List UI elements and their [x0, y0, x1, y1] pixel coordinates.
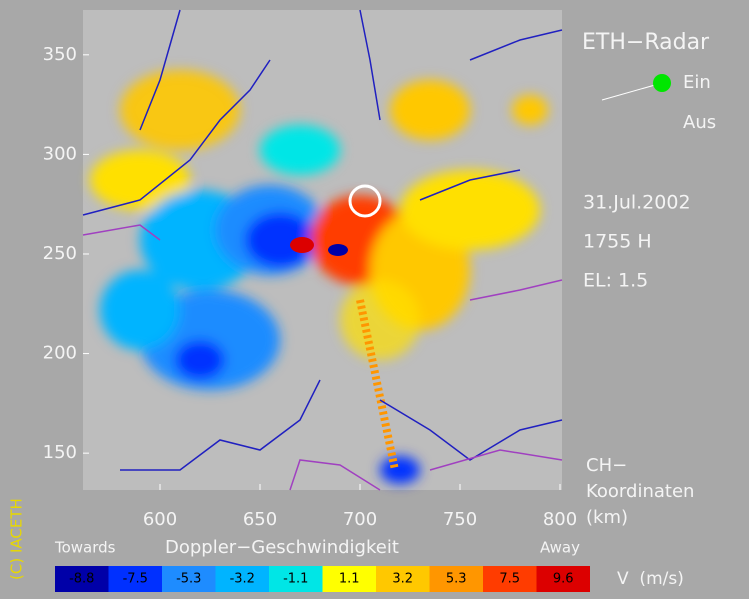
y-tick-label: 150 — [43, 442, 77, 463]
colorbar-box — [162, 566, 216, 592]
legend-item: Aus — [683, 112, 716, 133]
colorbar-title: Doppler−Geschwindigkeit — [165, 537, 399, 558]
elevation: EL: 1.5 — [583, 270, 648, 292]
legend-dot — [653, 74, 671, 92]
colorbar-unit: V (m/s) — [617, 569, 684, 589]
colorbar-box — [429, 566, 483, 592]
title: ETH−Radar — [582, 30, 710, 55]
copyright: (C) IACETH — [8, 498, 26, 580]
colorbar-label: -5.3 — [176, 572, 201, 587]
x-tick-label: 650 — [243, 509, 277, 530]
clutter — [356, 299, 399, 471]
axis-label: (km) — [586, 507, 628, 528]
borders — [82, 224, 563, 491]
colorbar-left-label: Towards — [54, 539, 116, 557]
colorbar-box — [269, 566, 323, 592]
colorbar-box — [483, 566, 537, 592]
core — [328, 244, 348, 256]
x-tick-label: 600 — [143, 509, 177, 530]
x-tick-label: 750 — [443, 509, 477, 530]
y-tick-label: 200 — [43, 343, 77, 364]
colorbar-label: 7.5 — [499, 572, 520, 587]
colorbar-box — [215, 566, 269, 592]
colorbar-label: 5.3 — [446, 572, 467, 587]
legend-line — [601, 84, 656, 101]
colorbar-box — [536, 566, 590, 592]
colorbar-right-label: Away — [540, 539, 580, 557]
colorbar-label: -8.8 — [69, 572, 94, 587]
colorbar-label: 9.6 — [553, 572, 574, 587]
y-tick-label: 350 — [43, 44, 77, 65]
plot-area — [82, 9, 563, 491]
colorbar-box — [55, 566, 109, 592]
date: 31.Jul.2002 — [583, 192, 691, 214]
colorbar-box — [108, 566, 162, 592]
colorbar-label: -3.2 — [230, 572, 255, 587]
axis-label: CH− — [586, 455, 627, 476]
radar-marker — [348, 184, 382, 218]
radar-echoes — [90, 70, 548, 484]
legend-item: Ein — [683, 72, 711, 93]
x-tick-label: 700 — [343, 509, 377, 530]
colorbar-label: 1.1 — [339, 572, 360, 587]
colorbar-label: -1.1 — [283, 572, 308, 587]
axis-label: Koordinaten — [586, 481, 694, 502]
y-tick-label: 300 — [43, 143, 77, 164]
colorbar-box — [376, 566, 430, 592]
time: 1755 H — [583, 231, 652, 253]
core — [290, 237, 314, 253]
rivers — [82, 9, 563, 471]
colorbar-label: -7.5 — [123, 572, 148, 587]
x-tick-label: 800 — [543, 509, 577, 530]
y-tick-label: 250 — [43, 243, 77, 264]
colorbar-label: 3.2 — [392, 572, 413, 587]
colorbar-box — [322, 566, 376, 592]
